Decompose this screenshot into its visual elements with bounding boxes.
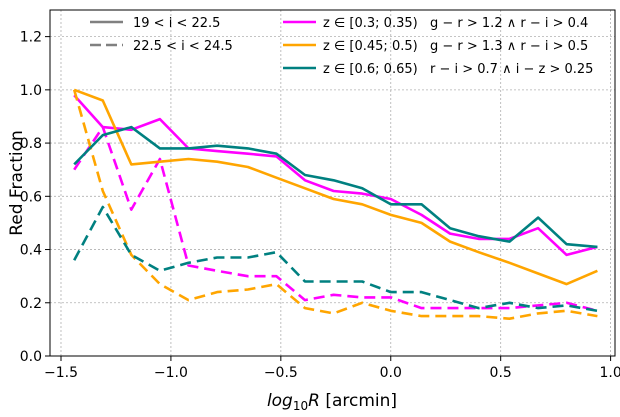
y-tick-label: 1.2 xyxy=(20,30,42,46)
y-tick-label: 0.0 xyxy=(20,349,42,365)
y-tick-label: 1.0 xyxy=(20,83,42,99)
x-tick-label: 0.0 xyxy=(380,365,402,381)
y-axis-label: Red Fraction xyxy=(7,130,27,236)
y-tick-label: 0.6 xyxy=(20,189,42,205)
legend-label-faint: 22.5 < i < 24.5 xyxy=(133,39,233,54)
grid xyxy=(50,10,615,357)
axis-ticks: −1.5 −1.0 −0.5 0.0 0.5 1.0 0.0 0.2 0.4 0.6 0.8 1.0 1… xyxy=(20,30,620,381)
legend-label-z060: z ∈ [0.6; 0.65) xyxy=(323,62,418,77)
series-lines xyxy=(72,88,598,321)
series-0-bright-line xyxy=(73,94,598,257)
x-tick-label: 1.0 xyxy=(599,365,620,381)
series-0-faint-line xyxy=(73,125,598,313)
legend-label-z030: z ∈ [0.3; 0.35) xyxy=(323,16,418,31)
plot-frame xyxy=(49,9,616,357)
legend-cut-z030: g − r > 1.2 ∧ r − i > 0.4 xyxy=(430,16,588,31)
legend: 19 < i < 22.5 22.5 < i < 24.5 z ∈ [0.3; … xyxy=(90,16,593,77)
legend-label-z045: z ∈ [0.45; 0.5) xyxy=(323,39,418,54)
series-1-bright-line xyxy=(73,88,598,286)
legend-label-bright: 19 < i < 22.5 xyxy=(133,16,220,31)
y-tick-label: 0.4 xyxy=(20,243,42,259)
x-tick-label: −1.5 xyxy=(44,365,78,381)
x-tick-label: −1.0 xyxy=(154,365,188,381)
series-2-bright-line xyxy=(73,125,598,249)
series-2-faint-line xyxy=(73,205,598,313)
legend-cut-z060: r − i > 0.7 ∧ i − z > 0.25 xyxy=(430,62,593,77)
series-1-faint-line xyxy=(72,89,598,321)
y-tick-label: 0.8 xyxy=(20,136,42,152)
legend-cut-z045: g − r > 1.3 ∧ r − i > 0.5 xyxy=(430,39,588,54)
y-tick-label: 0.2 xyxy=(20,296,42,312)
x-axis-label: log10R [arcmin] xyxy=(267,391,397,413)
x-tick-label: 0.5 xyxy=(490,365,512,381)
x-tick-label: −0.5 xyxy=(264,365,298,381)
